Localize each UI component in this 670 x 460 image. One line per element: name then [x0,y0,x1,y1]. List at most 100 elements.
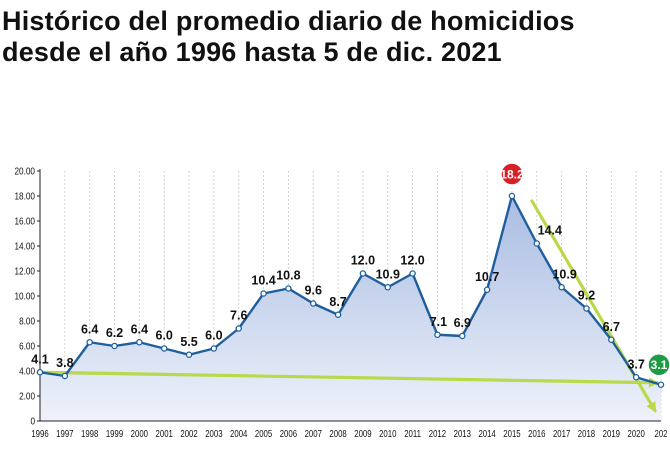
data-label: 6.0 [156,329,173,343]
x-tick-label: 2000 [131,428,148,439]
chart-title: Histórico del promedio diario de homicid… [2,6,575,68]
y-tick-label: 6.00 [19,341,35,352]
y-tick-label: 2.00 [19,391,35,402]
x-tick-label: 2015 [503,428,520,439]
data-point [459,332,466,340]
data-point [285,285,292,292]
axes: 1996 1997 1998 1999 2000 2001 2002 2003 2004 2005… [15,166,668,439]
x-tick-label: 1996 [31,428,48,439]
y-tick-label: 14.00 [15,241,35,252]
data-point [160,345,168,352]
data-point [508,192,516,200]
data-label: 5.5 [180,335,197,349]
data-label: 8.7 [329,295,346,309]
data-label: 7.6 [230,309,247,323]
x-tick-label: 2008 [329,428,346,439]
x-tick-label: 2010 [379,428,396,439]
y-tick-label: 18.00 [15,191,35,202]
data-point [632,373,640,381]
data-label: 6.9 [454,316,471,330]
x-tick-label: 2005 [255,428,272,439]
data-point [185,351,193,358]
data-label: 6.0 [205,329,222,343]
data-label: 6.4 [81,322,98,336]
chart-title-line-1: Histórico del promedio diario de homicid… [2,6,575,36]
y-tick-label: 8.00 [19,316,35,327]
data-label: 6.7 [603,320,620,334]
data-point [608,336,615,343]
chart-title-line-2: desde el año 1996 hasta 5 de dic. 2021 [2,37,502,67]
series-line [39,194,662,386]
data-point [483,286,491,293]
data-label: 12.0 [400,254,424,268]
data-point [359,270,367,277]
x-tick-label: 2016 [528,428,545,439]
data-label: 14.4 [538,224,562,238]
y-tick-label: 16.00 [15,216,35,227]
data-point [533,240,541,247]
x-tick-label: 202 [654,428,667,439]
x-tick-label: 2012 [429,428,446,439]
data-point [558,283,565,291]
x-tick-label: 2017 [553,428,570,439]
data-label: 10.8 [276,269,300,283]
highlight-badge [500,162,524,186]
data-label: 3.8 [56,356,73,370]
data-point [434,331,441,338]
x-tick-label: 2009 [354,428,371,439]
data-label: 7.1 [430,315,447,329]
x-tick-label: 2020 [627,428,644,439]
x-tick-label: 2013 [454,428,471,439]
data-label: 6.4 [131,322,148,336]
y-tick-label: 10.00 [15,291,35,302]
data-point [111,342,118,350]
data-points [36,192,665,388]
data-label: 6.2 [106,326,123,340]
trend-arrow-long [36,370,660,388]
data-labels: 4.1 3.8 6.4 6.2 6.4 6.0 5.5 6.0 7.6 10.4 10.8 9.6 8.… [31,162,670,377]
area-fill-shape [40,196,661,421]
data-point [583,305,590,312]
area-fill [40,196,661,421]
x-tick-label: 2001 [156,428,173,439]
data-label: 10.4 [251,274,275,288]
y-tick-label: 4.00 [19,366,35,377]
data-point [260,290,267,297]
x-tick-label: 1997 [56,428,73,439]
x-tick-label: 2011 [404,428,421,439]
x-tick-label: 2018 [578,428,595,439]
y-tick-label: 12.00 [15,266,35,277]
data-label: 3.7 [627,357,644,371]
y-tick-label: 20.00 [15,166,35,177]
x-tick-label: 2007 [305,428,322,439]
y-tick-label: 0 [30,416,35,427]
data-point [136,338,143,346]
x-tick-label: 1999 [106,428,123,439]
data-label: 10.9 [376,267,400,281]
data-label: 10.7 [475,270,499,284]
data-label: 12.0 [351,254,375,268]
data-point [384,283,392,291]
data-point [36,368,44,376]
data-label: 3.1 [651,358,668,372]
data-label: 4.1 [31,352,48,366]
data-point [657,381,665,388]
series-line-path [39,194,662,386]
x-tick-label: 2019 [603,428,620,439]
data-label: 9.6 [305,284,322,298]
x-tick-label: 2004 [230,428,247,439]
data-point [235,325,242,332]
data-label: 18.2 [500,167,524,181]
x-tick-label: 2002 [180,428,197,439]
highlight-badge [647,353,670,377]
data-point [334,311,342,318]
x-tick-label: 1998 [81,428,98,439]
data-point [210,345,218,352]
x-tick-label: 2006 [280,428,297,439]
x-tick-label: 2014 [478,428,495,439]
data-label: 10.9 [552,267,576,281]
x-tick-label: 2003 [205,428,222,439]
data-point [86,338,93,346]
data-label: 9.2 [578,289,595,303]
